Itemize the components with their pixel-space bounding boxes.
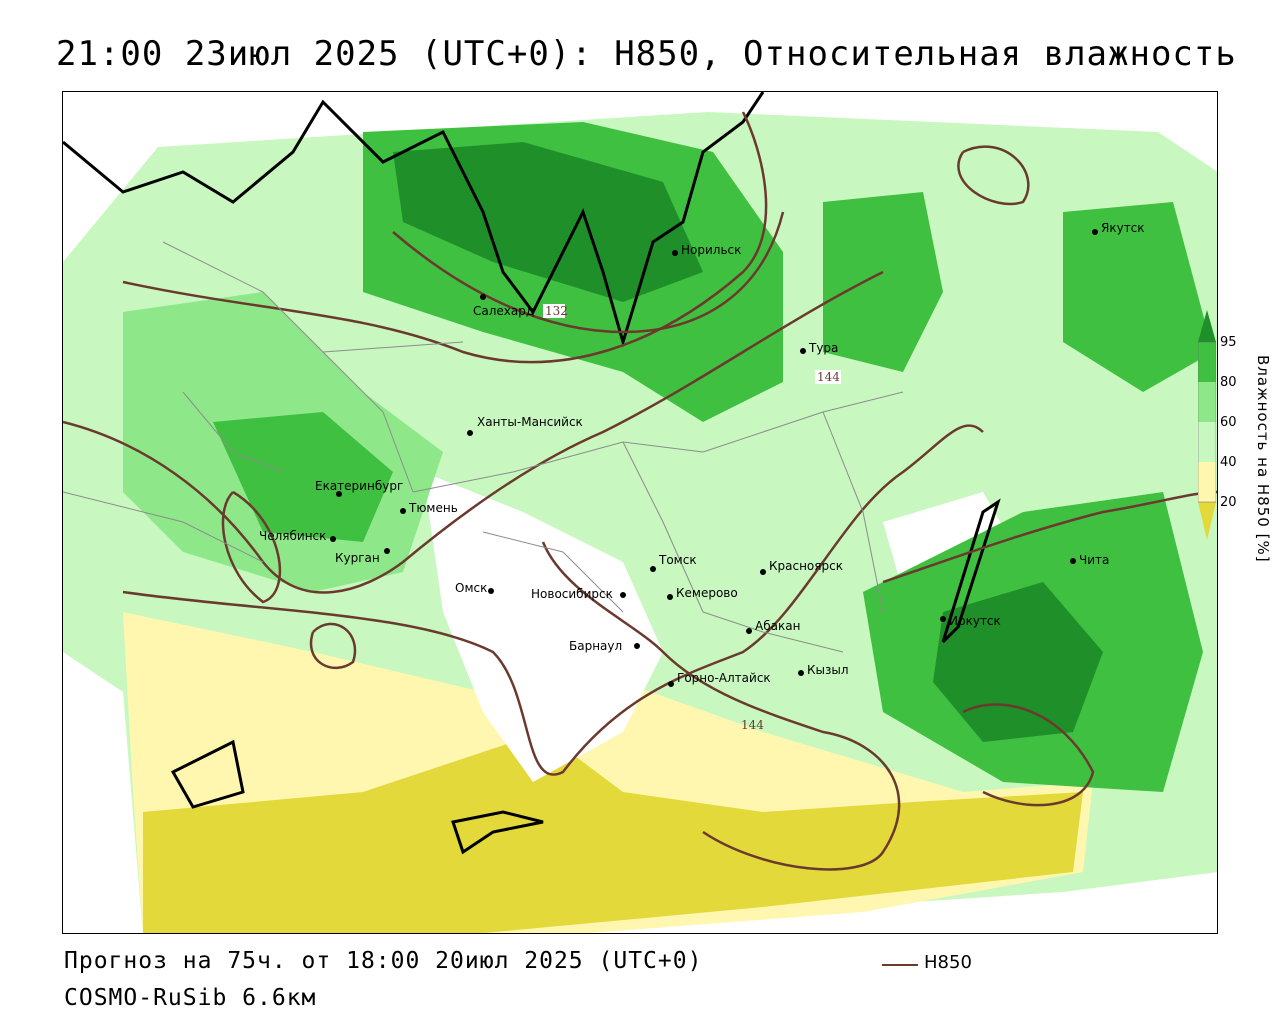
svg-text:Омск: Омск [455,581,487,595]
city-tomsk[interactable]: Томск [650,553,697,572]
city-barnaul[interactable]: Барнаул [569,639,640,653]
h850-contour [63,270,884,594]
city-kemerovo[interactable]: Кемерово [667,586,738,600]
h850-contour [882,490,1217,584]
svg-text:Ханты-Мансийск: Ханты-Мансийск [477,415,583,429]
contour-legend-label: H850 [924,952,972,973]
h850-contour [962,703,1095,807]
city-tyumen[interactable]: Тюмень [400,501,458,515]
humidity-map: 132 144 144 Норильск Якутск Салехард Тур… [63,92,1217,933]
h850-contour [122,424,984,776]
svg-text:Иркутск: Иркутск [949,614,1001,628]
city-tura[interactable]: Тура [800,341,838,355]
city-gorno-altaysk[interactable]: Горно-Алтайск [668,671,771,687]
h850-contour [957,145,1030,206]
very-moist-region-southeast [933,582,1103,742]
colorbar-tick: 60 [1220,415,1237,430]
h850-contour [541,541,901,871]
svg-text:Тура: Тура [808,341,838,355]
h850-contour [392,211,785,334]
contour-label: 144 [741,718,764,732]
svg-text:Курган: Курган [335,551,380,565]
moist-region-east [1063,202,1213,392]
colorbar-tick: 95 [1220,335,1237,350]
city-ekaterinburg[interactable]: Екатеринбург [315,479,403,497]
very-dry-region [143,732,1083,933]
city-salekhard[interactable]: Салехард [473,294,534,318]
city-yakutsk[interactable]: Якутск [1092,221,1145,235]
svg-text:Томск: Томск [658,553,697,567]
svg-text:Горно-Алтайск: Горно-Алтайск [677,671,771,685]
city-irkutsk[interactable]: Иркутск [940,614,1001,628]
city-abakan[interactable]: Абакан [746,619,800,634]
svg-text:Якутск: Якутск [1101,221,1145,235]
h850-contour [309,622,357,670]
moist-region-west-core [213,412,393,542]
contour-label: 144 [817,370,840,384]
h850-contour [122,111,768,364]
contour-label: 132 [545,304,568,318]
colorbar-tick: 40 [1220,455,1237,470]
svg-text:Челябинск: Челябинск [259,529,326,543]
city-novosibirsk[interactable]: Новосибирск [531,587,626,601]
humidity-colorbar [1198,310,1216,540]
arctic-coastline [63,92,765,348]
h850-contour [221,490,282,604]
map-frame[interactable]: 132 144 144 Норильск Якутск Салехард Тур… [62,91,1218,934]
city-norilsk[interactable]: Норильск [672,243,741,257]
balkhash-shoreline [451,810,544,855]
svg-text:Кызыл: Кызыл [807,663,849,677]
contour-legend-line [882,964,918,966]
city-krasnoyarsk[interactable]: Красноярск [760,559,843,575]
moist-region-northeast [823,192,943,372]
city-chita[interactable]: Чита [1070,553,1109,567]
forecast-info: Прогноз на 75ч. от 18:00 20июл 2025 (UTC… [64,948,703,974]
svg-text:Тюмень: Тюмень [408,501,458,515]
svg-text:Красноярск: Красноярск [769,559,843,573]
svg-text:Абакан: Абакан [755,619,800,633]
svg-text:Барнаул: Барнаул [569,639,622,653]
city-chelyabinsk[interactable]: Челябинск [259,529,336,543]
svg-text:Чита: Чита [1079,553,1109,567]
moderate-region-central [423,472,663,782]
city-kurgan[interactable]: Курган [335,548,390,565]
map-title: 21:00 23июл 2025 (UTC+0): H850, Относите… [56,34,1237,74]
colorbar-tick: 20 [1220,495,1237,510]
lake-outline [170,739,245,809]
region-borders [63,241,904,653]
svg-text:Екатеринбург: Екатеринбург [315,479,403,493]
svg-text:Норильск: Норильск [681,243,741,257]
svg-text:Новосибирск: Новосибирск [531,587,613,601]
very-moist-region-north [393,142,703,302]
city-khanty-mansiysk[interactable]: Ханты-Мансийск [467,415,583,436]
svg-text:Салехард: Салехард [473,304,534,318]
model-info: COSMO-RuSib 6.6км [64,985,317,1011]
city-kyzyl[interactable]: Кызыл [798,663,849,677]
colorbar-tick: 80 [1220,375,1237,390]
svg-text:Кемерово: Кемерово [676,586,738,600]
colorbar-title: Влажность на H850 [%] [1254,355,1272,563]
city-omsk[interactable]: Омск [455,581,494,595]
baikal-shoreline [941,498,1001,644]
